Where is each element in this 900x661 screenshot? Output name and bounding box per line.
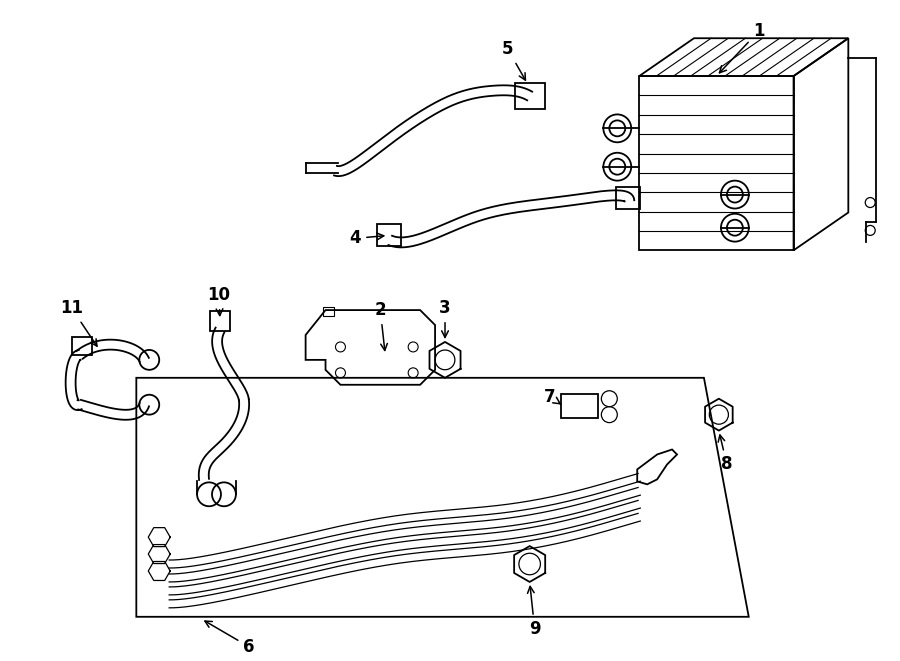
Text: 4: 4 <box>349 229 383 247</box>
Text: 6: 6 <box>205 621 255 656</box>
Text: 8: 8 <box>718 435 733 473</box>
Text: 2: 2 <box>374 301 387 350</box>
Bar <box>639 76 794 251</box>
Text: 3: 3 <box>439 299 451 338</box>
Text: 7: 7 <box>544 388 561 406</box>
Text: 1: 1 <box>719 22 764 73</box>
Text: 9: 9 <box>527 586 541 638</box>
Text: 10: 10 <box>208 286 230 315</box>
Text: 11: 11 <box>60 299 97 346</box>
Text: 5: 5 <box>502 40 526 80</box>
